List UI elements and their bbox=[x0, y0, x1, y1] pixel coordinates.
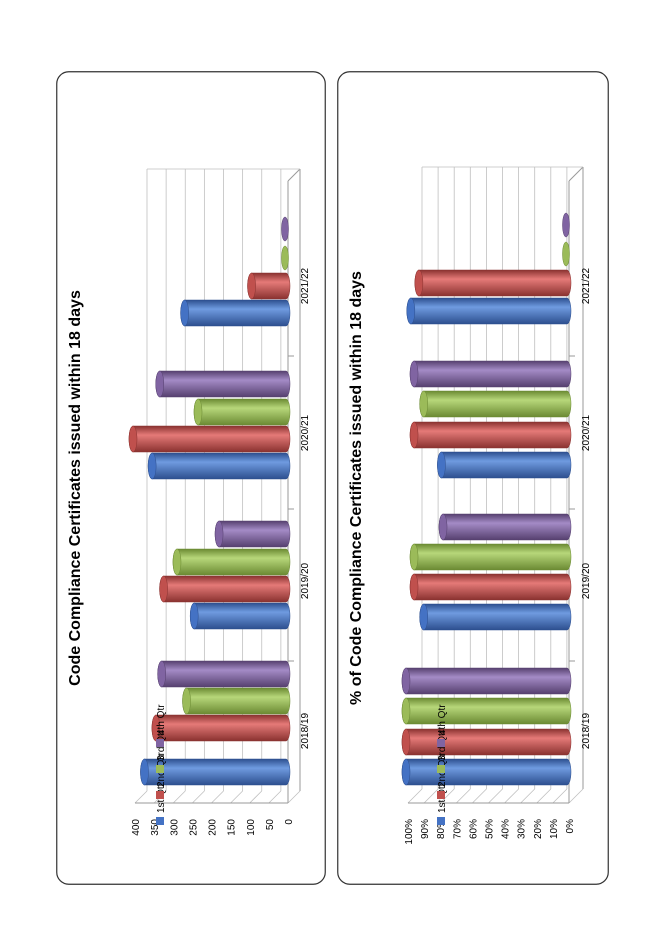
legend-label: 4th Qtr bbox=[437, 704, 448, 735]
gridline-floor bbox=[456, 788, 471, 804]
y-tick-label: 80% bbox=[436, 819, 447, 839]
chart-title: Code Compliance Certificates issued with… bbox=[67, 290, 84, 686]
gridline-floor bbox=[504, 788, 519, 804]
legend-swatch bbox=[156, 791, 164, 799]
y-tick-label: 60% bbox=[468, 819, 479, 839]
axis-edge bbox=[287, 168, 301, 182]
bar-3rd-qtr-2021-22 bbox=[562, 241, 570, 267]
bar-2nd-qtr-2018-19 bbox=[151, 714, 291, 742]
bar-2nd-qtr-2019-20 bbox=[159, 575, 291, 603]
bar-2nd-qtr-2020-21 bbox=[409, 421, 572, 449]
legend-swatch bbox=[437, 817, 445, 825]
axis-edge bbox=[568, 166, 584, 182]
y-tick-label: 350 bbox=[150, 819, 161, 836]
bar-1st-qtr-2020-21 bbox=[437, 451, 572, 479]
legend-swatch bbox=[437, 739, 445, 747]
legend-label: 4th Qtr bbox=[156, 704, 167, 735]
bar-1st-qtr-2021-22 bbox=[180, 299, 291, 327]
bar-1st-qtr-2018-19 bbox=[401, 758, 572, 786]
bar-3rd-qtr-2018-19 bbox=[182, 687, 291, 715]
y-tick-label: 90% bbox=[420, 819, 431, 839]
gridline-floor bbox=[407, 788, 423, 804]
chart-ccc-count: Code Compliance Certificates issued with… bbox=[56, 71, 326, 885]
legend-swatch bbox=[156, 817, 164, 825]
bar-2nd-qtr-2020-21 bbox=[128, 425, 291, 453]
bar-4th-qtr-2020-21 bbox=[155, 370, 291, 398]
bar-3rd-qtr-2021-22 bbox=[281, 245, 289, 271]
bar-4th-qtr-2019-20 bbox=[438, 513, 572, 541]
chart-panel-ccc-percent: % of Code Compliance Certificates issued… bbox=[337, 71, 609, 885]
category-label: 2019/20 bbox=[581, 562, 592, 599]
gridline-floor bbox=[520, 788, 535, 804]
bar-1st-qtr-2020-21 bbox=[147, 452, 291, 480]
bar-1st-qtr-2019-20 bbox=[419, 603, 572, 631]
bar-3rd-qtr-2019-20 bbox=[409, 543, 572, 571]
bar-4th-qtr-2021-22 bbox=[281, 216, 289, 242]
y-tick-label: 30% bbox=[517, 819, 528, 839]
category-label: 2021/22 bbox=[300, 267, 311, 304]
bar-2nd-qtr-2021-22 bbox=[414, 269, 572, 297]
y-tick-label: 10% bbox=[549, 819, 560, 839]
bar-2nd-qtr-2018-19 bbox=[401, 728, 572, 756]
gridline-floor bbox=[249, 790, 263, 804]
y-tick-label: 200 bbox=[208, 819, 219, 836]
gridline-floor bbox=[268, 790, 282, 804]
category-label: 2018/19 bbox=[300, 712, 311, 749]
gridline-floor bbox=[423, 788, 439, 804]
bar-4th-qtr-2019-20 bbox=[214, 520, 291, 548]
y-tick-label: 0 bbox=[284, 819, 295, 825]
y-tick-label: 0% bbox=[565, 819, 576, 834]
y-tick-label: 20% bbox=[533, 819, 544, 839]
category-label: 2021/22 bbox=[581, 267, 592, 304]
gridline-floor bbox=[488, 788, 503, 804]
y-tick-label: 40% bbox=[501, 819, 512, 839]
y-tick-label: 150 bbox=[227, 819, 238, 836]
y-tick-label: 400 bbox=[131, 819, 142, 836]
y-tick-label: 100% bbox=[404, 819, 415, 845]
bar-3rd-qtr-2020-21 bbox=[419, 390, 572, 418]
bar-4th-qtr-2018-19 bbox=[157, 660, 291, 688]
bar-1st-qtr-2019-20 bbox=[189, 602, 291, 630]
category-label: 2018/19 bbox=[581, 712, 592, 749]
gridline-floor bbox=[134, 790, 148, 804]
bar-4th-qtr-2021-22 bbox=[562, 212, 570, 238]
gridline-floor bbox=[192, 790, 205, 804]
gridline-floor bbox=[568, 788, 584, 804]
chart-title: % of Code Compliance Certificates issued… bbox=[348, 271, 365, 705]
legend-swatch bbox=[156, 765, 164, 773]
gridline-floor bbox=[230, 790, 243, 804]
category-label: 2020/21 bbox=[581, 414, 592, 451]
y-tick-label: 100 bbox=[246, 819, 257, 836]
y-tick-label: 50% bbox=[485, 819, 496, 839]
y-tick-label: 70% bbox=[452, 819, 463, 839]
bar-3rd-qtr-2018-19 bbox=[401, 697, 572, 725]
gridline-floor bbox=[439, 788, 455, 804]
chart-panel-ccc-count: Code Compliance Certificates issued with… bbox=[56, 71, 326, 885]
bar-1st-qtr-2018-19 bbox=[140, 758, 291, 786]
y-tick-label: 300 bbox=[169, 819, 180, 836]
chart-ccc-percent: % of Code Compliance Certificates issued… bbox=[337, 71, 609, 885]
gridline-floor bbox=[536, 788, 552, 804]
gridline-floor bbox=[287, 790, 301, 804]
y-tick-label: 250 bbox=[188, 819, 199, 836]
bar-1st-qtr-2021-22 bbox=[406, 297, 572, 325]
legend-swatch bbox=[156, 739, 164, 747]
bar-4th-qtr-2020-21 bbox=[409, 360, 572, 388]
bar-4th-qtr-2018-19 bbox=[401, 667, 572, 695]
bar-2nd-qtr-2021-22 bbox=[247, 272, 291, 300]
gridline-floor bbox=[472, 788, 487, 804]
category-label: 2019/20 bbox=[300, 562, 311, 599]
y-tick-label: 50 bbox=[265, 819, 276, 831]
legend-swatch bbox=[437, 765, 445, 773]
legend-swatch bbox=[437, 791, 445, 799]
bar-2nd-qtr-2019-20 bbox=[409, 573, 572, 601]
category-label: 2020/21 bbox=[300, 414, 311, 451]
gridline-floor bbox=[552, 788, 568, 804]
bar-3rd-qtr-2019-20 bbox=[172, 548, 291, 576]
gridline-floor bbox=[172, 790, 186, 804]
bar-3rd-qtr-2020-21 bbox=[193, 398, 291, 426]
gridline-floor bbox=[211, 790, 224, 804]
